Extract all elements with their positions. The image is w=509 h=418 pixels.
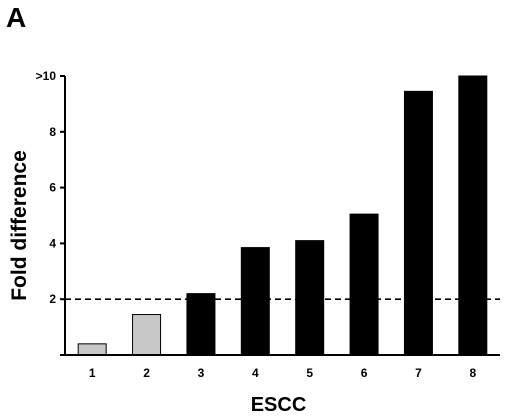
x-tick-label: 4 [252, 366, 259, 380]
x-tick-label: 5 [306, 366, 313, 380]
bar-3 [186, 293, 216, 356]
y-tick-label: 6 [49, 181, 56, 195]
y-tick-label: 2 [49, 292, 56, 306]
x-tick-label: 3 [198, 366, 205, 380]
x-ticks-group: 1 2 3 4 5 6 7 8 [89, 366, 477, 380]
y-axis-label: Fold difference [8, 150, 31, 301]
bar-4 [240, 247, 270, 356]
y-tick-label: >10 [36, 69, 57, 83]
panel-label: A [6, 2, 27, 33]
bar-8 [458, 75, 488, 356]
x-tick-label: 8 [469, 366, 476, 380]
x-tick-label: 7 [415, 366, 422, 380]
bar-6 [349, 213, 379, 356]
bar-2 [132, 314, 162, 356]
bars-group [77, 75, 488, 356]
y-tick-label: 8 [49, 125, 56, 139]
bar-1 [77, 343, 107, 356]
x-axis-label: ESCC [251, 394, 307, 416]
y-tick-label: 4 [49, 236, 56, 250]
bar-5 [295, 240, 325, 356]
bar-7 [403, 90, 433, 356]
y-ticks-group: 2 4 6 8 >10 [36, 69, 65, 356]
x-tick-label: 6 [361, 366, 368, 380]
x-tick-label: 1 [89, 366, 96, 380]
x-tick-label: 2 [143, 366, 150, 380]
